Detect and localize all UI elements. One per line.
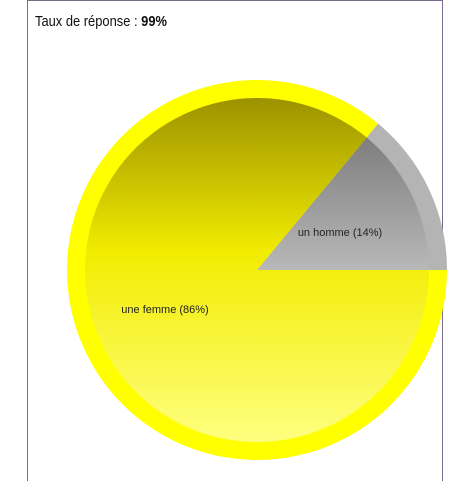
response-rate-value: 99%	[141, 13, 167, 30]
slice-une-femme	[85, 97, 429, 442]
label-un-homme: un homme (14%)	[298, 227, 382, 239]
label-une-femme: une femme (86%)	[121, 304, 208, 316]
response-rate-label: Taux de réponse :	[35, 13, 138, 30]
slice-un-homme	[257, 137, 429, 270]
response-rate-title: Taux de réponse : 99%	[35, 13, 167, 30]
